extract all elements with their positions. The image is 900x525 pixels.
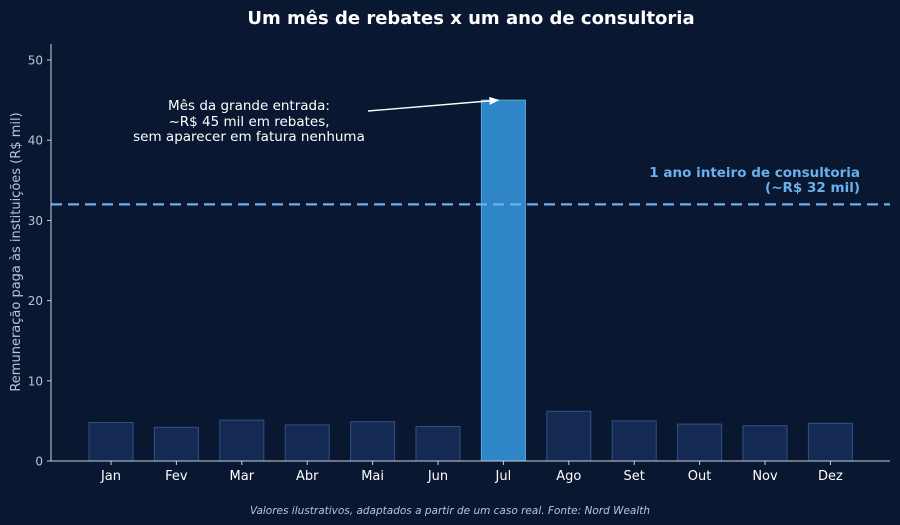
annotation-arrow xyxy=(367,96,500,112)
annotation-line-1: Mês da grande entrada: xyxy=(168,98,330,114)
bar-dez xyxy=(807,422,853,462)
bars-layer xyxy=(88,99,853,462)
x-tick-label: Fev xyxy=(165,469,188,484)
y-tick-label: 0 xyxy=(35,455,43,469)
annotation: Mês da grande entrada: ~R$ 45 mil em reb… xyxy=(133,96,500,145)
footnote: Valores ilustrativos, adaptados a partir… xyxy=(250,505,650,517)
y-axis-label: Remuneração paga às instituições (R$ mil… xyxy=(9,112,24,391)
x-tick-label: Jul xyxy=(495,469,512,484)
x-tick-label: Dez xyxy=(818,469,843,484)
bar-abr xyxy=(284,424,330,462)
bar-ago xyxy=(546,410,592,462)
x-tick-label: Mai xyxy=(361,469,384,484)
x-tick-label: Jun xyxy=(427,469,448,484)
bar-mai xyxy=(350,421,396,462)
y-tick-label: 20 xyxy=(28,294,43,308)
reference-label: 1 ano inteiro de consultoria (~R$ 32 mil… xyxy=(649,165,860,196)
x-tick-label: Out xyxy=(688,469,712,484)
y-tick-label: 50 xyxy=(28,54,43,68)
x-tick-label: Mar xyxy=(230,469,255,484)
bar-jun xyxy=(415,426,461,462)
y-tick-label: 10 xyxy=(28,374,43,388)
ticks-layer: 0 10 20 30 40 50 Jan Fev Mar Abr Mai Jun Jul Ago Set Ou… xyxy=(28,54,843,484)
y-tick-label: 30 xyxy=(28,214,43,228)
axes-layer xyxy=(50,44,890,462)
bar-out xyxy=(677,423,723,462)
annotation-line-3: sem aparecer em fatura nenhuma xyxy=(133,129,365,145)
bar-fev xyxy=(153,426,199,462)
annotation-line-2: ~R$ 45 mil em rebates, xyxy=(168,114,329,130)
reference-label-line-1: 1 ano inteiro de consultoria xyxy=(649,165,860,181)
bar-mar xyxy=(219,419,265,462)
y-tick-label: 40 xyxy=(28,134,43,148)
reference-label-line-2: (~R$ 32 mil) xyxy=(765,180,860,196)
bar-nov xyxy=(742,425,788,462)
x-tick-label: Ago xyxy=(556,469,581,484)
x-tick-label: Set xyxy=(624,469,645,484)
x-tick-label: Jan xyxy=(100,469,121,484)
bar-jul xyxy=(480,99,526,462)
chart-title: Um mês de rebates x um ano de consultori… xyxy=(247,8,694,29)
x-tick-label: Abr xyxy=(296,469,319,484)
x-tick-label: Nov xyxy=(752,469,778,484)
bar-jan xyxy=(88,422,134,462)
bar-set xyxy=(611,420,657,462)
